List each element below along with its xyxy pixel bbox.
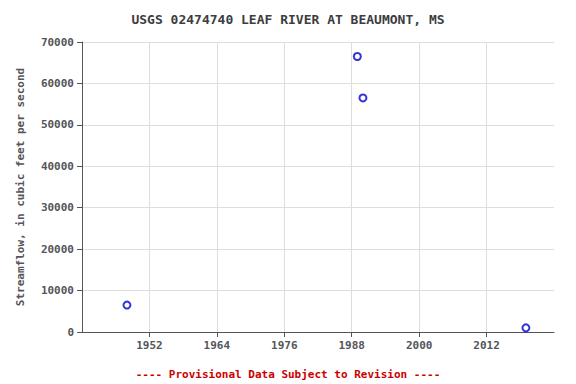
svg-text:1952: 1952 [136, 339, 163, 352]
svg-text:2012: 2012 [473, 339, 500, 352]
svg-text:1964: 1964 [204, 339, 231, 352]
svg-text:1976: 1976 [271, 339, 298, 352]
svg-text:10000: 10000 [41, 284, 74, 297]
svg-text:1988: 1988 [338, 339, 365, 352]
svg-text:30000: 30000 [41, 201, 74, 214]
svg-text:40000: 40000 [41, 160, 74, 173]
svg-text:USGS 02474740 LEAF RIVER AT BE: USGS 02474740 LEAF RIVER AT BEAUMONT, MS [131, 12, 444, 27]
svg-text:70000: 70000 [41, 36, 74, 49]
svg-text:50000: 50000 [41, 118, 74, 131]
svg-text:0: 0 [67, 326, 74, 339]
svg-text:60000: 60000 [41, 77, 74, 90]
svg-text:2000: 2000 [406, 339, 433, 352]
svg-text:Streamflow, in cubic feet per: Streamflow, in cubic feet per second [14, 68, 27, 306]
svg-text:---- Provisional Data Subject: ---- Provisional Data Subject to Revisio… [136, 368, 441, 381]
svg-text:20000: 20000 [41, 243, 74, 256]
